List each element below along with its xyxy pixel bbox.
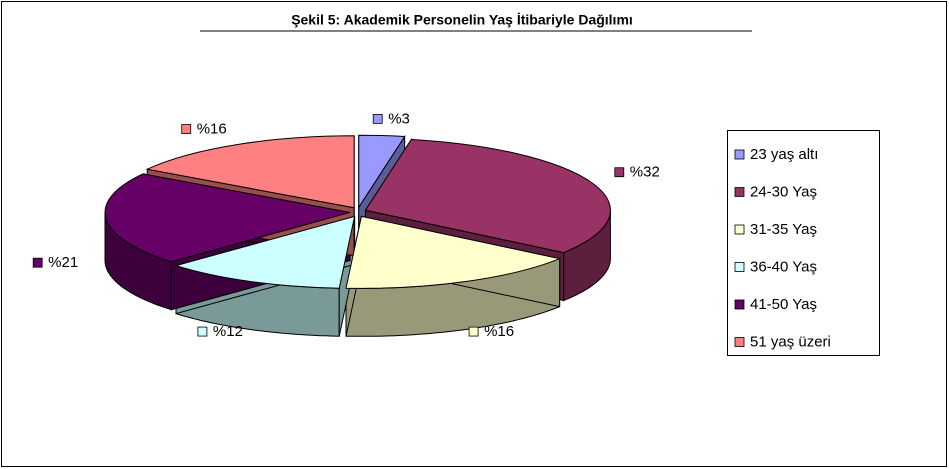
slice — [174, 215, 356, 289]
legend-box — [727, 130, 880, 356]
legend-label: 41-50 Yaş — [750, 296, 817, 313]
data-label: %16 — [197, 121, 227, 138]
legend-label: 36-40 Yaş — [750, 258, 817, 275]
data-label: %16 — [484, 323, 514, 340]
chart-title: Şekil 5: Akademik Personelin Yaş İtibari… — [291, 12, 633, 28]
legend-swatch — [734, 262, 745, 272]
label-swatch — [614, 167, 625, 178]
slice — [358, 134, 406, 209]
legend-swatch — [734, 149, 745, 160]
slice — [345, 215, 562, 289]
label-swatch — [197, 326, 208, 337]
pie-tops — [104, 134, 611, 289]
legend-swatch — [734, 224, 745, 235]
legend-label: 51 yaş üzeri — [750, 333, 831, 350]
slice — [104, 173, 351, 263]
data-label: %21 — [48, 254, 78, 271]
legend-swatch — [734, 187, 745, 197]
label-swatch — [372, 114, 383, 124]
label-swatch — [32, 257, 43, 268]
legend-swatch — [734, 337, 745, 347]
data-label: %3 — [388, 110, 410, 127]
label-swatch — [468, 326, 479, 337]
slice — [364, 138, 611, 254]
label-swatch — [181, 124, 192, 134]
legend-label: 24-30 Yaş — [750, 183, 817, 200]
legend-swatch — [734, 299, 745, 310]
legend-label: 23 yaş altı — [750, 146, 818, 163]
data-label: %12 — [213, 323, 243, 340]
legend-label: 31-35 Yaş — [750, 221, 817, 238]
slice — [145, 135, 355, 209]
data-label: %32 — [630, 164, 660, 181]
